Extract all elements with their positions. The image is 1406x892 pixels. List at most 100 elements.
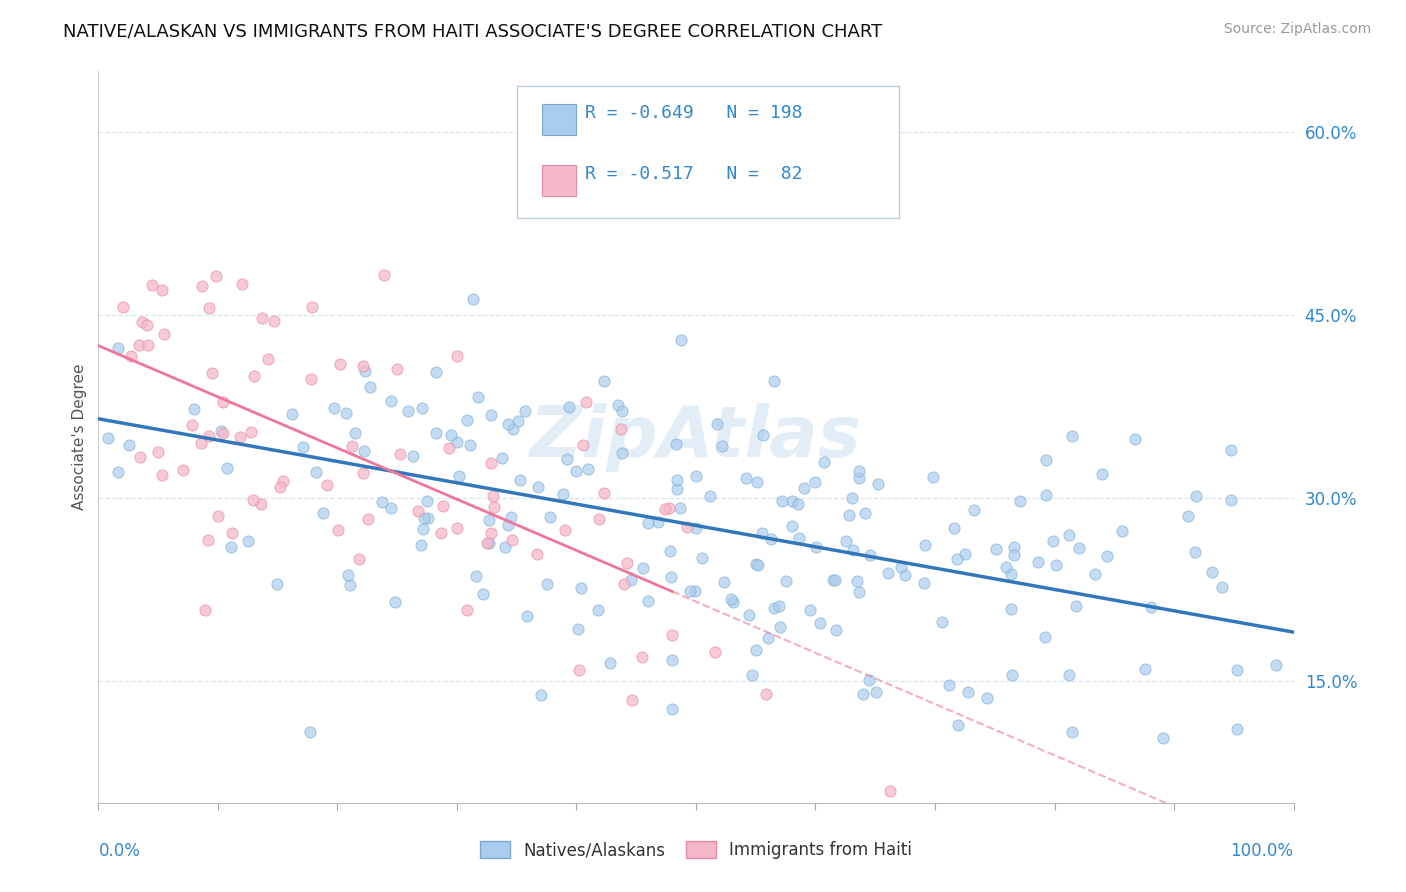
Point (637, 594, 659, 608)
Point (914, 538, 936, 552)
Point (212, 395, 235, 409)
Point (931, 615, 953, 629)
Point (479, 456, 502, 470)
Point (482, 500, 505, 514)
Point (690, 551, 713, 566)
Point (1123, 432, 1146, 446)
Point (734, 470, 756, 484)
Point (768, 599, 790, 614)
Point (1226, 722, 1249, 736)
Point (136, 318, 159, 333)
Point (347, 552, 370, 566)
Point (396, 404, 419, 418)
Point (599, 656, 621, 670)
Point (250, 497, 273, 511)
Point (775, 574, 797, 588)
Point (425, 425, 447, 440)
Point (298, 725, 321, 739)
Point (631, 560, 654, 574)
Point (751, 526, 773, 541)
Point (281, 407, 304, 421)
Point (471, 587, 494, 601)
Text: R = -0.517   N =  82: R = -0.517 N = 82 (585, 165, 803, 183)
Legend: Natives/Alaskans, Immigrants from Haiti: Natives/Alaskans, Immigrants from Haiti (472, 833, 920, 868)
Point (1095, 549, 1118, 563)
Point (526, 547, 548, 561)
Point (848, 584, 870, 599)
Point (946, 718, 969, 732)
Y-axis label: Associate's Degree: Associate's Degree (72, 364, 87, 510)
Point (859, 548, 882, 562)
Point (352, 466, 374, 480)
Point (217, 461, 239, 475)
Point (876, 566, 898, 580)
Point (221, 525, 243, 540)
Point (976, 690, 998, 705)
Point (250, 311, 273, 326)
Point (759, 533, 782, 547)
Point (243, 369, 266, 384)
Point (353, 364, 375, 378)
Point (744, 557, 766, 571)
Point (194, 602, 217, 616)
Point (242, 493, 264, 508)
Point (477, 536, 499, 550)
Text: ZipAtlas: ZipAtlas (530, 402, 862, 472)
Point (432, 500, 454, 514)
Point (238, 534, 260, 549)
Point (569, 581, 592, 595)
Point (425, 365, 447, 379)
Point (1059, 528, 1081, 542)
Point (118, 438, 141, 452)
Point (530, 688, 553, 702)
Point (588, 512, 610, 526)
Point (1002, 548, 1025, 562)
Text: 100.0%: 100.0% (1230, 842, 1294, 860)
Point (842, 542, 865, 557)
Point (456, 603, 478, 617)
Point (956, 685, 979, 699)
Point (852, 687, 875, 701)
Point (823, 573, 845, 587)
Point (669, 501, 692, 516)
Point (1201, 565, 1223, 579)
Point (720, 592, 742, 607)
Point (706, 417, 728, 432)
Point (858, 673, 880, 687)
Point (1000, 566, 1022, 581)
Point (406, 504, 429, 518)
Point (1211, 580, 1233, 594)
Point (446, 435, 468, 450)
Point (536, 576, 558, 591)
Point (479, 525, 502, 540)
Point (799, 602, 821, 616)
Point (853, 507, 876, 521)
Point (825, 624, 848, 638)
Point (311, 507, 333, 521)
Point (1033, 630, 1056, 644)
Point (371, 494, 394, 508)
Point (437, 441, 460, 455)
Point (803, 475, 825, 489)
Point (894, 568, 917, 582)
Point (352, 359, 374, 373)
Point (446, 521, 468, 535)
Point (212, 426, 235, 441)
Point (1064, 599, 1087, 614)
Point (271, 474, 294, 488)
Point (661, 627, 683, 641)
Point (756, 631, 779, 645)
Point (458, 438, 481, 452)
Point (575, 395, 598, 409)
Point (380, 393, 402, 408)
Point (197, 533, 219, 548)
Point (610, 445, 633, 459)
Point (658, 501, 681, 516)
Point (357, 511, 380, 525)
Point (666, 482, 689, 496)
Point (721, 595, 744, 609)
Point (780, 518, 803, 533)
Point (984, 541, 1007, 556)
Point (269, 480, 291, 494)
Point (384, 594, 406, 608)
